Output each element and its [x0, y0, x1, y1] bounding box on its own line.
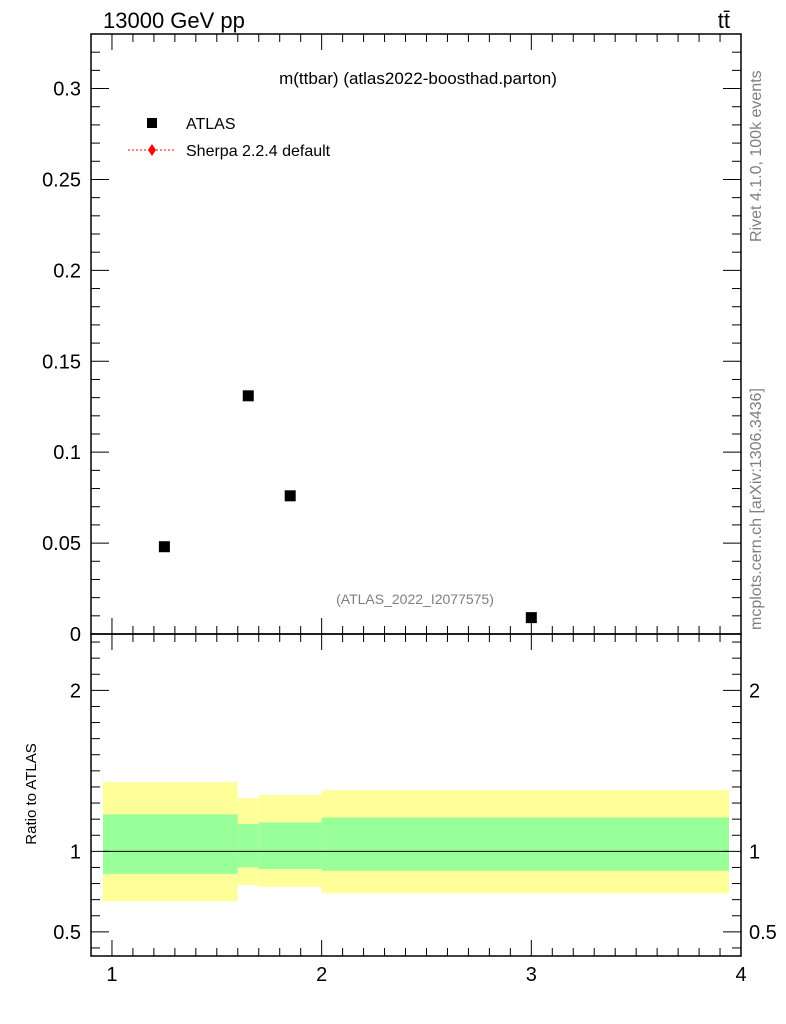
main-y-tick-label: 0.15 — [42, 351, 81, 373]
ratio-y-tick-label: 1 — [70, 841, 81, 863]
main-y-tick-label: 0.05 — [42, 533, 81, 555]
ratio-band-bin — [321, 817, 729, 871]
ratio-plot-frame — [90, 633, 742, 957]
legend-label-atlas: ATLAS — [186, 116, 236, 133]
ratio-uncertainty-bands — [103, 782, 729, 902]
main-y-tick-label: 0 — [70, 624, 81, 646]
x-tick-label: 1 — [106, 964, 117, 986]
x-tick-label: 2 — [316, 964, 327, 986]
ratio-y-axis-label: Ratio to ATLAS — [23, 743, 40, 844]
ratio-y-tick-label-right: 2 — [749, 680, 760, 702]
x-tick-labels: 1 2 3 4 — [106, 964, 746, 986]
plot-title: m(ttbar) (atlas2022-boosthad.parton) — [279, 69, 557, 88]
ratio-y-tick-label-right: 1 — [749, 841, 760, 863]
mcplots-label: mcplots.cern.ch [arXiv:1306.3436] — [748, 388, 765, 630]
data-point-atlas — [525, 612, 537, 624]
rivet-version-label: Rivet 4.1.0, 100k events — [748, 70, 765, 242]
main-y-tick-label: 0.1 — [53, 442, 81, 464]
legend-marker-sherpa — [148, 144, 156, 156]
main-y-tick-label: 0.3 — [53, 79, 81, 101]
data-point-atlas — [284, 490, 296, 502]
process-label: tt̄ — [718, 8, 730, 33]
ratio-band-bin — [103, 814, 238, 874]
ratio-axis-ticks — [90, 634, 742, 956]
energy-label: 13000 GeV pp — [103, 8, 245, 33]
legend: ATLAS Sherpa 2.2.4 default — [128, 116, 331, 160]
data-point-atlas — [158, 541, 170, 553]
ratio-plot-panel: 0.5 0.5 1 1 2 2 1 2 3 4 Ratio to ATLAS — [23, 633, 777, 986]
ratio-band-bin — [237, 823, 259, 868]
main-plot-panel: 0 0.05 0.1 0.15 0.2 0.25 0.3 m(ttbar) (atlas20… — [42, 33, 742, 646]
main-y-tick-label: 0.2 — [53, 260, 81, 282]
ratio-y-tick-labels: 0.5 0.5 1 1 2 2 — [53, 680, 777, 944]
legend-marker-atlas — [147, 118, 157, 128]
main-data-points — [158, 390, 537, 624]
x-tick-label: 3 — [526, 964, 537, 986]
x-tick-label: 4 — [735, 964, 746, 986]
main-y-tick-label: 0.25 — [42, 169, 81, 191]
ratio-y-tick-label: 2 — [70, 680, 81, 702]
ratio-y-tick-label-right: 0.5 — [749, 922, 777, 944]
main-y-tick-labels: 0 0.05 0.1 0.15 0.2 0.25 0.3 — [42, 79, 81, 646]
ratio-y-tick-label: 0.5 — [53, 922, 81, 944]
data-point-atlas — [242, 390, 254, 402]
ratio-band-bin — [258, 822, 322, 870]
analysis-tag: (ATLAS_2022_I2077575) — [336, 591, 494, 607]
legend-label-sherpa: Sherpa 2.2.4 default — [186, 143, 331, 160]
main-axis-ticks — [90, 33, 742, 635]
